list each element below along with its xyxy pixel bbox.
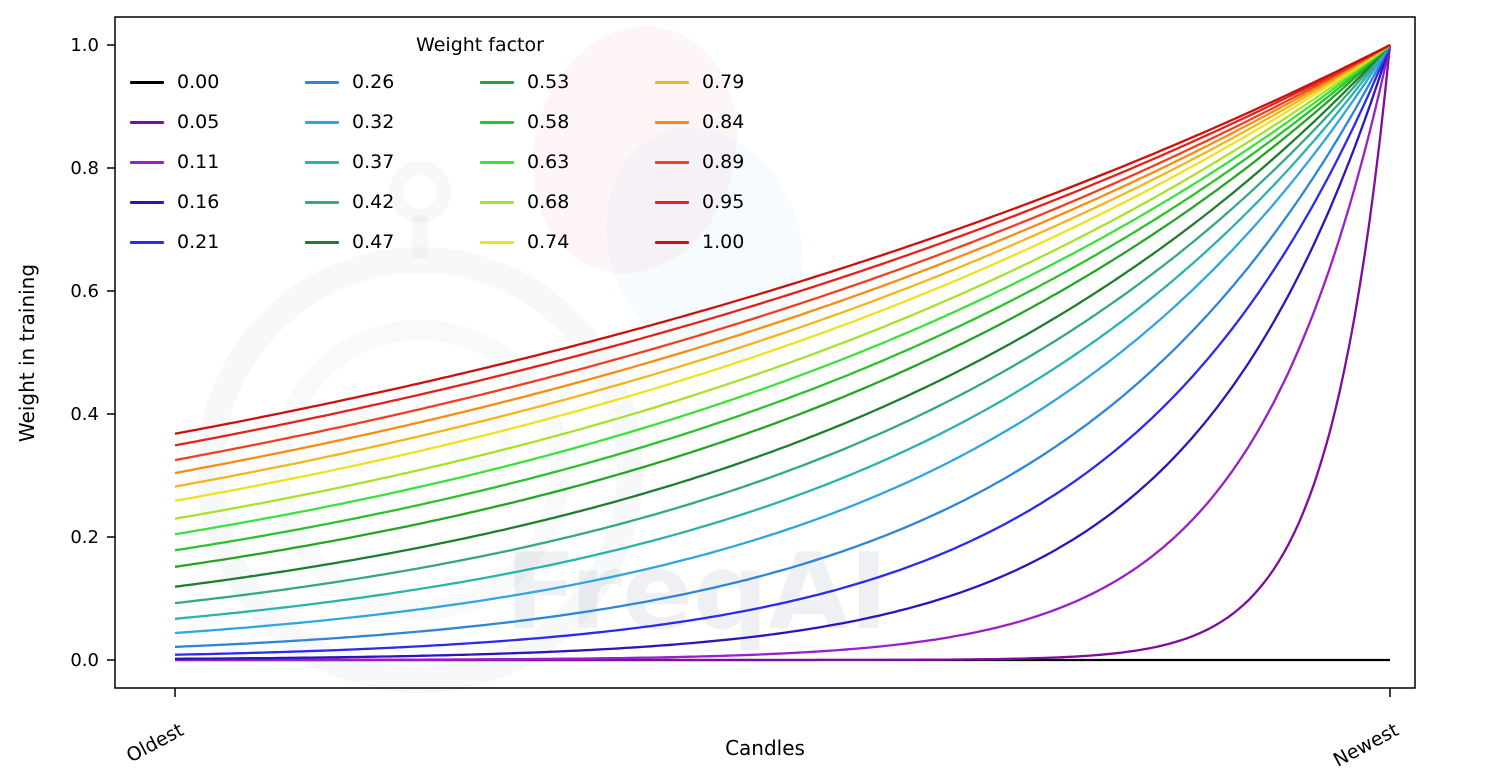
- series-curve-0.68: [174, 44, 1391, 520]
- legend-line-sample: [305, 240, 339, 244]
- legend-line-sample: [130, 160, 164, 164]
- legend-label: 0.42: [352, 191, 395, 213]
- legend-line-sample: [655, 200, 689, 204]
- legend-entry: 0.95: [655, 182, 830, 222]
- legend-column: 0.53 0.58 0.63 0.68 0.74: [480, 62, 655, 262]
- series-curve-0.58: [174, 44, 1391, 552]
- legend-label: 0.26: [352, 71, 395, 93]
- series-curve-0.79: [174, 44, 1391, 488]
- legend-entry: 0.16: [130, 182, 305, 222]
- legend-entry: 0.84: [655, 102, 830, 142]
- legend-entry: 0.11: [130, 142, 305, 182]
- legend-line-sample: [655, 120, 689, 124]
- legend-entry: 0.53: [480, 62, 655, 102]
- legend-entry: 0.26: [305, 62, 480, 102]
- legend-entry: 0.37: [305, 142, 480, 182]
- y-tick-label: 1.0: [70, 35, 99, 56]
- legend-line-sample: [480, 80, 514, 84]
- legend-entry: 0.74: [480, 222, 655, 262]
- legend-column: 0.79 0.84 0.89 0.95 1.00: [655, 62, 830, 262]
- legend-entry: 0.05: [130, 102, 305, 142]
- legend: Weight factor 0.00 0.05 0.11 0.16 0.21 0.26 0.…: [130, 34, 830, 262]
- legend-entry: 0.63: [480, 142, 655, 182]
- legend-label: 0.79: [702, 71, 745, 93]
- series-curve-1.00: [174, 43, 1391, 435]
- legend-label: 0.89: [702, 151, 745, 173]
- y-tick-label: 0.6: [70, 281, 99, 302]
- legend-label: 0.84: [702, 111, 745, 133]
- series-curve-0.53: [174, 44, 1391, 568]
- legend-label: 0.95: [702, 191, 745, 213]
- legend-line-sample: [130, 200, 164, 204]
- y-tick-label: 0.2: [70, 527, 99, 548]
- series-curve-0.42: [174, 44, 1391, 605]
- legend-line-sample: [305, 80, 339, 84]
- legend-line-sample: [305, 160, 339, 164]
- legend-label: 1.00: [702, 231, 745, 253]
- legend-entry: 0.42: [305, 182, 480, 222]
- legend-label: 0.47: [352, 231, 395, 253]
- y-tick-label: 0.0: [70, 650, 99, 671]
- legend-line-sample: [130, 240, 164, 244]
- legend-line-sample: [130, 120, 164, 124]
- legend-line-sample: [655, 160, 689, 164]
- legend-label: 0.00: [177, 71, 220, 93]
- series-curve-0.37: [174, 44, 1391, 620]
- legend-title: Weight factor: [416, 34, 544, 56]
- y-tick-label: 0.8: [70, 158, 99, 179]
- legend-label: 0.58: [527, 111, 570, 133]
- legend-line-sample: [480, 200, 514, 204]
- y-axis-label: Weight in training: [15, 263, 39, 443]
- series-curve-0.47: [174, 44, 1391, 588]
- legend-entry: 1.00: [655, 222, 830, 262]
- legend-label: 0.05: [177, 111, 220, 133]
- series-curve-0.89: [174, 44, 1391, 462]
- series-curve-0.95: [174, 43, 1391, 447]
- legend-columns: 0.00 0.05 0.11 0.16 0.21 0.26 0.32 0.37 0.42 0.47…: [130, 62, 830, 262]
- legend-label: 0.68: [527, 191, 570, 213]
- series-curve-0.74: [174, 44, 1391, 502]
- legend-entry: 0.47: [305, 222, 480, 262]
- series-curve-0.63: [174, 44, 1391, 536]
- series-curve-0.84: [174, 44, 1391, 475]
- legend-line-sample: [480, 240, 514, 244]
- legend-label: 0.63: [527, 151, 570, 173]
- legend-entry: 0.21: [130, 222, 305, 262]
- legend-label: 0.74: [527, 231, 570, 253]
- legend-entry: 0.68: [480, 182, 655, 222]
- legend-line-sample: [655, 240, 689, 244]
- legend-label: 0.21: [177, 231, 220, 253]
- legend-line-sample: [305, 120, 339, 124]
- series-curve-0.26: [174, 44, 1392, 649]
- legend-label: 0.11: [177, 151, 220, 173]
- legend-line-sample: [480, 160, 514, 164]
- legend-line-sample: [655, 80, 689, 84]
- axes-frame: [114, 16, 1416, 689]
- legend-column: 0.26 0.32 0.37 0.42 0.47: [305, 62, 480, 262]
- legend-line-sample: [480, 120, 514, 124]
- legend-label: 0.32: [352, 111, 395, 133]
- legend-entry: 0.89: [655, 142, 830, 182]
- legend-line-sample: [130, 80, 164, 84]
- legend-label: 0.37: [352, 151, 395, 173]
- series-curve-0.21: [174, 44, 1392, 656]
- legend-entry: 0.00: [130, 62, 305, 102]
- legend-label: 0.16: [177, 191, 220, 213]
- series-curve-0.32: [174, 44, 1391, 635]
- legend-line-sample: [305, 200, 339, 204]
- y-tick-label: 0.4: [70, 404, 99, 425]
- legend-entry: 0.32: [305, 102, 480, 142]
- series-curve-0.11: [175, 44, 1392, 662]
- legend-label: 0.53: [527, 71, 570, 93]
- legend-column: 0.00 0.05 0.11 0.16 0.21: [130, 62, 305, 262]
- series-curve-0.16: [175, 44, 1392, 660]
- legend-entry: 0.58: [480, 102, 655, 142]
- legend-entry: 0.79: [655, 62, 830, 102]
- x-axis-label: Candles: [725, 736, 805, 760]
